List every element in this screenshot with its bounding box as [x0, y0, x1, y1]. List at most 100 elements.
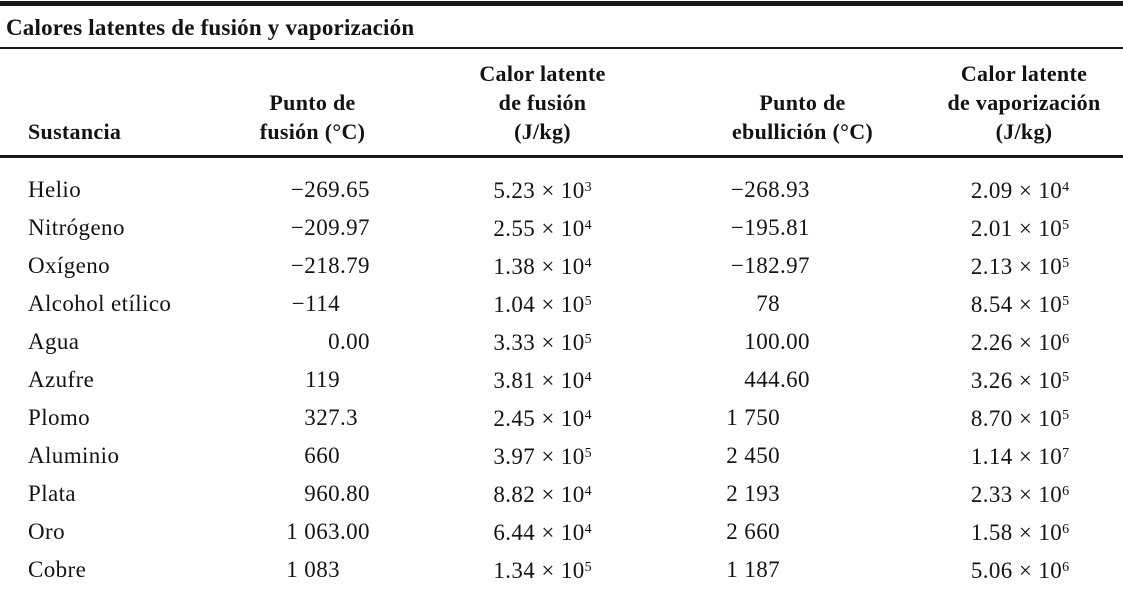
exponent: 4 — [584, 484, 592, 499]
cell-punto-ebullicion: −195.81 — [660, 208, 945, 246]
cell-sustancia: Azufre — [28, 366, 95, 392]
number-decimal-part: .00 — [340, 518, 370, 544]
number-integer-part: 2 450 — [726, 442, 780, 468]
cell-calor-fusion: 3.33 × 105 — [493, 330, 592, 355]
table-row: Aluminio 660 3.97 × 105 2 450 1.14 × 107 — [0, 436, 1123, 474]
cell-sustancia: Aluminio — [28, 442, 120, 468]
exponent: 7 — [1062, 446, 1070, 461]
number-decimal-part: .3 — [340, 404, 359, 430]
number-decimal-part: .60 — [780, 366, 810, 392]
cell-calor-fusion: 2.45 × 104 — [493, 406, 592, 431]
number-integer-part: 78 — [756, 290, 780, 316]
table-body: Helio −269.65 5.23 × 103 −268.93 2.09 × 104 N… — [0, 157, 1123, 589]
number-integer-part: −114 — [291, 290, 340, 316]
number-integer-part: −269 — [290, 176, 340, 202]
number-integer-part: 1 750 — [726, 404, 780, 430]
table-row: Plata 960.80 8.82 × 104 2 193 2.33 × 106 — [0, 474, 1123, 512]
table-header-row: Sustancia Punto de fusión (°C) Calor latent… — [0, 49, 1123, 158]
cell-calor-fusion: 2.55 × 104 — [493, 216, 592, 241]
exponent: 5 — [584, 446, 592, 461]
cell-punto-fusion: 1 063.00 — [240, 512, 425, 550]
cell-punto-ebullicion: 2 660 — [660, 512, 945, 550]
cell-punto-ebullicion: 2 450 — [660, 436, 945, 474]
number-decimal-part: .81 — [780, 214, 810, 240]
cell-calor-vaporizacion: 2.26 × 106 — [970, 330, 1070, 355]
cell-calor-vaporizacion: 1.58 × 106 — [970, 520, 1070, 545]
cell-sustancia: Plata — [28, 480, 76, 506]
cell-calor-vaporizacion: 1.14 × 107 — [970, 444, 1070, 469]
cell-calor-vaporizacion: 2.13 × 105 — [970, 254, 1070, 279]
col-header-sustancia: Sustancia — [0, 49, 240, 158]
number-integer-part: −209 — [290, 214, 340, 240]
cell-sustancia: Nitrógeno — [28, 214, 125, 240]
number-integer-part: 100 — [744, 328, 780, 354]
number-integer-part: −182 — [730, 252, 780, 278]
number-integer-part: 119 — [305, 366, 340, 392]
cell-punto-ebullicion: 1 750 — [660, 398, 945, 436]
cell-sustancia: Plomo — [28, 404, 91, 430]
table-row: Cobre 1 083 1.34 × 105 1 187 5.06 × 106 — [0, 550, 1123, 588]
number-integer-part: −195 — [730, 214, 780, 240]
col-header-punto-fusion: Punto de fusión (°C) — [240, 49, 425, 158]
cell-punto-fusion: −114 — [240, 284, 425, 322]
exponent: 6 — [1062, 484, 1070, 499]
cell-punto-fusion: 960.80 — [240, 474, 425, 512]
exponent: 5 — [1062, 408, 1070, 423]
exponent: 6 — [1062, 332, 1070, 347]
exponent: 5 — [584, 332, 592, 347]
exponent: 4 — [584, 256, 592, 271]
cell-punto-ebullicion: 2 193 — [660, 474, 945, 512]
table-title: Calores latentes de fusión y vaporizació… — [6, 15, 415, 40]
exponent: 4 — [584, 408, 592, 423]
exponent: 5 — [584, 294, 592, 309]
table-row: Oro 1 063.00 6.44 × 104 2 660 1.58 × 106 — [0, 512, 1123, 550]
number-integer-part: −268 — [730, 176, 780, 202]
cell-punto-ebullicion: 100.00 — [660, 322, 945, 360]
number-integer-part: 960 — [304, 480, 340, 506]
cell-punto-fusion: −209.97 — [240, 208, 425, 246]
cell-sustancia: Oxígeno — [28, 252, 111, 278]
cell-sustancia: Alcohol etílico — [28, 290, 172, 316]
table-row: Helio −269.65 5.23 × 103 −268.93 2.09 × 104 — [0, 157, 1123, 209]
cell-calor-vaporizacion: 8.70 × 105 — [970, 406, 1070, 431]
cell-calor-fusion: 8.82 × 104 — [493, 482, 592, 507]
table-row: Plomo 327.3 2.45 × 104 1 750 8.70 × 105 — [0, 398, 1123, 436]
number-decimal-part: .00 — [340, 328, 370, 354]
cell-calor-fusion: 5.23 × 103 — [493, 178, 592, 203]
exponent: 5 — [1062, 218, 1070, 233]
cell-calor-vaporizacion: 8.54 × 105 — [970, 292, 1070, 317]
table-row: Alcohol etílico −114 1.04 × 105 78 8.54 × 10… — [0, 284, 1123, 322]
cell-calor-vaporizacion: 2.09 × 104 — [970, 178, 1070, 203]
cell-calor-fusion: 1.34 × 105 — [493, 558, 592, 583]
exponent: 5 — [1062, 256, 1070, 271]
cell-punto-fusion: 327.3 — [240, 398, 425, 436]
exponent: 4 — [584, 370, 592, 385]
cell-punto-fusion: −218.79 — [240, 246, 425, 284]
number-integer-part: 2 193 — [726, 480, 780, 506]
cell-calor-vaporizacion: 5.06 × 106 — [970, 558, 1070, 583]
bottom-spacer — [0, 588, 1123, 592]
table-row: Nitrógeno −209.97 2.55 × 104 −195.81 2.01 × … — [0, 208, 1123, 246]
number-integer-part: 444 — [744, 366, 780, 392]
cell-calor-fusion: 3.81 × 104 — [493, 368, 592, 393]
number-integer-part: 660 — [304, 442, 340, 468]
cell-punto-fusion: 660 — [240, 436, 425, 474]
number-integer-part: 1 187 — [726, 556, 780, 582]
cell-punto-ebullicion: 78 — [660, 284, 945, 322]
number-decimal-part: .65 — [340, 176, 370, 202]
exponent: 4 — [584, 218, 592, 233]
cell-sustancia: Agua — [28, 328, 80, 354]
number-decimal-part: .79 — [340, 252, 370, 278]
number-integer-part: −218 — [290, 252, 340, 278]
table-row: Agua 0.00 3.33 × 105 100.00 2.26 × 106 — [0, 322, 1123, 360]
number-integer-part: 327 — [304, 404, 340, 430]
col-header-calor-fusion: Calor latente de fusión (J/kg) — [425, 49, 660, 158]
cell-punto-ebullicion: −182.97 — [660, 246, 945, 284]
number-integer-part: 0 — [328, 328, 340, 354]
exponent: 6 — [1062, 560, 1070, 575]
cell-punto-fusion: 0.00 — [240, 322, 425, 360]
exponent: 4 — [584, 522, 592, 537]
exponent: 4 — [1062, 180, 1070, 195]
cell-punto-ebullicion: 444.60 — [660, 360, 945, 398]
cell-calor-fusion: 1.04 × 105 — [493, 292, 592, 317]
